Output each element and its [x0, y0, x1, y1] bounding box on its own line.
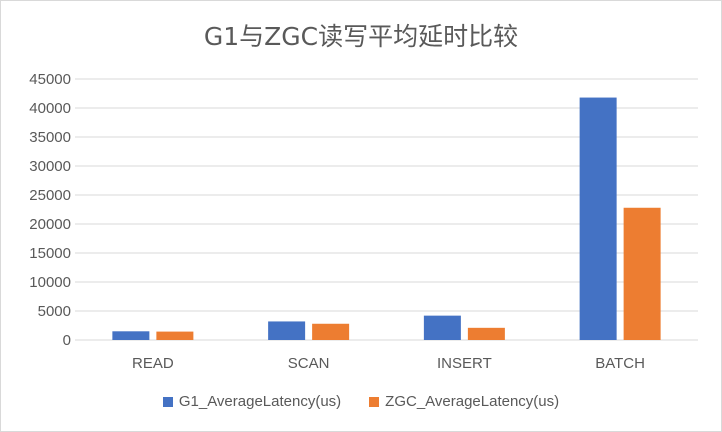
bar-g1-read [112, 331, 150, 340]
legend-label-zgc: ZGC_AverageLatency(us) [385, 393, 560, 410]
bar-zgc-insert [467, 327, 505, 340]
bar-zgc-batch [623, 207, 661, 340]
legend-item-zgc: ZGC_AverageLatency(us) [369, 393, 559, 410]
y-tick-label: 10000 [29, 274, 71, 291]
bar-g1-batch [579, 97, 617, 340]
y-tick-label: 5000 [38, 303, 71, 320]
y-tick-label: 45000 [29, 71, 71, 88]
y-tick-label: 30000 [29, 158, 71, 175]
legend: G1_AverageLatency(us) ZGC_AverageLatency… [1, 393, 721, 410]
bar-g1-scan [268, 321, 306, 340]
chart-title: G1与ZGC读写平均延时比较 [203, 22, 519, 51]
y-tick-label: 20000 [29, 216, 71, 233]
bar-zgc-read [156, 331, 194, 340]
y-tick-label: 40000 [29, 100, 71, 117]
legend-swatch-zgc [369, 396, 380, 407]
y-tick-label: 25000 [29, 187, 71, 204]
x-tick-label: READ [132, 355, 174, 372]
x-tick-label: BATCH [595, 355, 645, 372]
bar-zgc-scan [312, 323, 350, 340]
y-tick-label: 15000 [29, 245, 71, 262]
bar-g1-insert [423, 315, 461, 340]
x-tick-label: SCAN [288, 355, 330, 372]
y-tick-label: 0 [63, 332, 71, 349]
legend-swatch-g1 [162, 396, 173, 407]
legend-item-g1: G1_AverageLatency(us) [162, 393, 342, 410]
legend-label-g1: G1_AverageLatency(us) [178, 393, 342, 410]
x-tick-label: INSERT [437, 355, 492, 372]
y-tick-label: 35000 [29, 129, 71, 146]
